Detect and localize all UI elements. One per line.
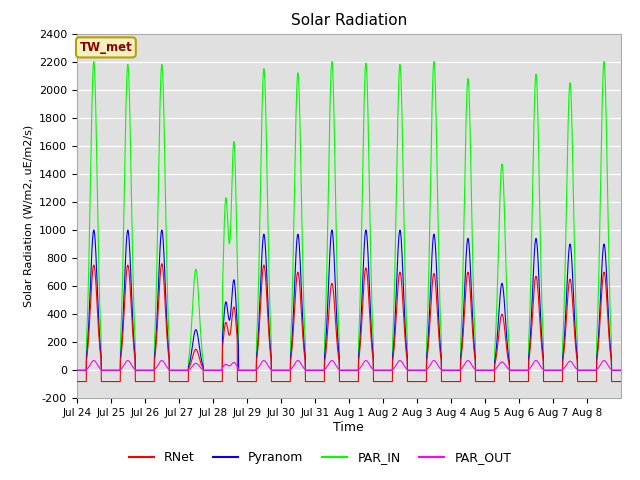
Title: Solar Radiation: Solar Radiation [291, 13, 407, 28]
Y-axis label: Solar Radiation (W/m2, uE/m2/s): Solar Radiation (W/m2, uE/m2/s) [23, 125, 33, 307]
Text: TW_met: TW_met [79, 41, 132, 54]
X-axis label: Time: Time [333, 421, 364, 434]
Legend: RNet, Pyranom, PAR_IN, PAR_OUT: RNet, Pyranom, PAR_IN, PAR_OUT [124, 446, 516, 469]
